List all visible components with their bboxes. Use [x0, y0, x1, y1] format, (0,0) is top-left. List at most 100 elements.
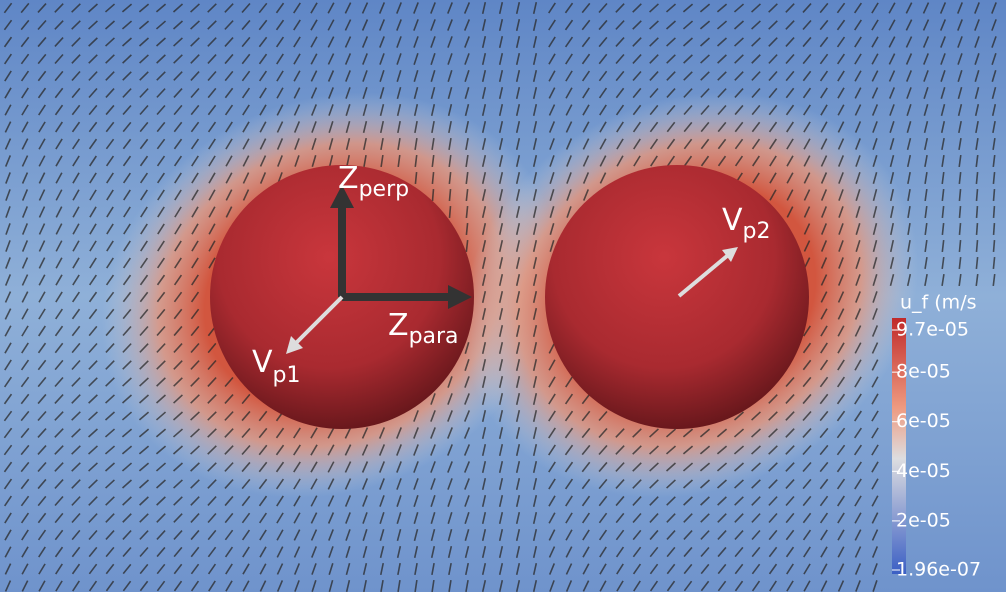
- vector: [924, 205, 928, 219]
- vector: [734, 155, 744, 167]
- vector: [293, 546, 301, 558]
- vector: [21, 308, 29, 320]
- vector: [700, 138, 710, 150]
- vector: [5, 257, 11, 269]
- vector: [532, 494, 538, 508]
- vector: [156, 138, 166, 150]
- vector: [173, 291, 183, 303]
- vector: [837, 359, 845, 371]
- vector: [532, 375, 538, 389]
- vector: [225, 155, 233, 167]
- vector: [532, 307, 538, 321]
- vector: [191, 155, 199, 167]
- vector: [871, 104, 879, 116]
- vector: [139, 257, 149, 269]
- vector: [37, 342, 47, 354]
- vector: [699, 3, 711, 13]
- vector: [258, 410, 268, 422]
- vector: [768, 496, 778, 506]
- vector: [632, 563, 642, 575]
- vector: [616, 580, 624, 592]
- arrows: [286, 185, 738, 354]
- vector: [532, 273, 538, 287]
- vector: [599, 104, 607, 116]
- vector: [121, 428, 133, 438]
- vector: [37, 70, 47, 82]
- vector: [140, 240, 148, 252]
- vector: [310, 70, 318, 82]
- label: Vp1: [252, 345, 301, 388]
- vector: [582, 172, 590, 184]
- vector: [481, 460, 487, 474]
- vector: [465, 171, 469, 185]
- vector: [71, 411, 81, 421]
- vector: [139, 308, 149, 320]
- vector: [156, 54, 166, 64]
- vector: [174, 189, 182, 201]
- vector: [958, 222, 962, 236]
- vector: [923, 120, 929, 134]
- vector: [922, 19, 930, 31]
- vector: [379, 70, 385, 82]
- vector: [431, 137, 435, 151]
- vector: [88, 394, 98, 404]
- vector: [139, 513, 149, 523]
- vector: [72, 580, 80, 592]
- vector: [837, 512, 845, 524]
- vector: [413, 86, 419, 100]
- vector: [327, 70, 335, 82]
- vector: [276, 563, 284, 575]
- vector: [72, 172, 80, 184]
- vector: [836, 2, 846, 14]
- vector: [564, 19, 574, 31]
- vector: [328, 138, 334, 150]
- vector: [361, 444, 369, 456]
- vector: [55, 172, 63, 184]
- vector: [682, 445, 694, 455]
- vector: [498, 562, 504, 576]
- vector: [666, 546, 676, 558]
- vector: [666, 563, 676, 575]
- vector: [71, 342, 81, 354]
- vector: [565, 529, 573, 541]
- vector: [751, 563, 761, 575]
- vector: [207, 359, 217, 371]
- vector: [683, 546, 693, 558]
- vector: [208, 155, 216, 167]
- vector: [717, 479, 727, 489]
- vector: [276, 121, 284, 133]
- vector: [396, 512, 402, 524]
- vector: [156, 88, 166, 98]
- vector: [598, 444, 608, 456]
- vector: [464, 87, 470, 99]
- vector: [448, 154, 452, 168]
- vector: [311, 546, 317, 558]
- vector: [54, 70, 64, 82]
- vector: [379, 478, 385, 490]
- vector: [190, 580, 200, 592]
- vector: [854, 87, 862, 99]
- vector: [89, 172, 97, 184]
- vector: [481, 341, 487, 355]
- vector: [716, 20, 728, 30]
- vector: [803, 563, 811, 575]
- vector: [258, 461, 268, 473]
- vector: [820, 563, 828, 575]
- vector: [396, 461, 402, 473]
- vector: [532, 239, 538, 253]
- vector: [276, 529, 284, 541]
- vector: [3, 36, 13, 48]
- vector: [871, 53, 879, 65]
- vector: [173, 377, 183, 387]
- vector: [157, 206, 165, 218]
- vector: [464, 529, 470, 541]
- vector: [498, 290, 504, 304]
- vector: [854, 70, 862, 82]
- vector: [447, 376, 453, 388]
- vector: [55, 580, 63, 592]
- vector: [906, 87, 912, 99]
- vector: [820, 87, 828, 99]
- vector-field: [3, 1, 997, 592]
- label-subscript: p2: [743, 219, 771, 244]
- vector: [430, 410, 436, 422]
